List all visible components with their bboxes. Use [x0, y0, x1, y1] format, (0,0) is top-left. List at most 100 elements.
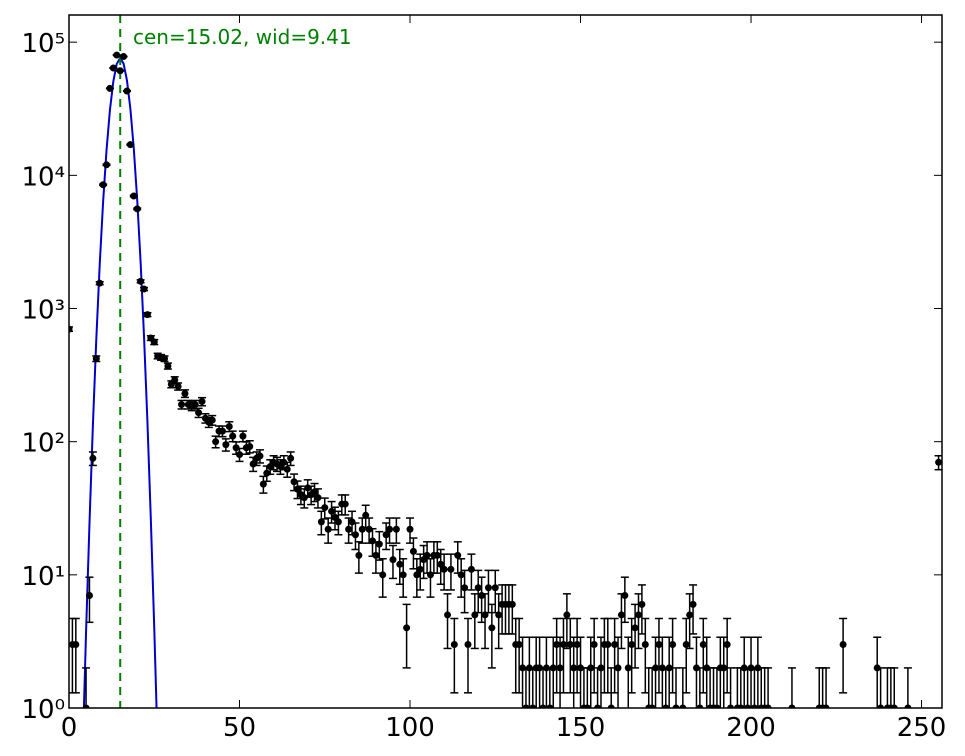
x-tick-label: 200	[726, 713, 776, 743]
data-point	[641, 640, 649, 648]
data-point	[788, 704, 796, 708]
data-point	[321, 504, 329, 512]
data-point	[696, 704, 704, 708]
data-point	[662, 704, 670, 708]
data-point	[287, 454, 295, 462]
data-point	[553, 640, 561, 648]
data-point	[293, 485, 301, 493]
data-point	[389, 556, 397, 564]
axes-frame	[68, 14, 943, 709]
data-point	[904, 704, 912, 708]
data-point	[614, 664, 622, 672]
plot-area	[69, 15, 942, 708]
data-point	[171, 376, 179, 384]
data-point	[164, 362, 172, 370]
data-point	[72, 640, 80, 648]
data-point	[461, 584, 469, 592]
data-point	[345, 525, 353, 533]
data-point	[935, 458, 942, 466]
data-point	[191, 401, 199, 409]
data-point	[283, 465, 291, 473]
data-point	[570, 664, 578, 672]
data-point	[372, 551, 380, 559]
data-point	[737, 704, 745, 708]
data-point	[89, 454, 97, 462]
data-point	[423, 551, 431, 559]
data-point	[103, 161, 111, 169]
data-point	[409, 547, 417, 555]
data-point	[454, 551, 462, 559]
data-point	[304, 484, 312, 492]
data-point	[137, 277, 145, 285]
data-point	[212, 438, 220, 446]
data-point	[686, 611, 694, 619]
data-point	[259, 480, 267, 488]
data-point	[508, 600, 516, 608]
data-point	[491, 584, 499, 592]
data-point	[890, 704, 898, 708]
data-point	[239, 432, 247, 440]
data-point	[750, 704, 758, 708]
data-point	[679, 704, 687, 708]
data-point	[467, 565, 475, 573]
data-point	[178, 401, 186, 409]
data-point	[437, 560, 445, 568]
data-point	[379, 571, 387, 579]
data-point	[256, 452, 264, 460]
data-point	[392, 525, 400, 533]
data-point	[611, 640, 619, 648]
data-point	[433, 551, 441, 559]
y-tick-label: 10⁴	[21, 162, 65, 192]
data-point	[764, 704, 772, 708]
data-point	[464, 640, 472, 648]
data-point	[92, 355, 100, 363]
data-point	[416, 565, 424, 573]
data-point	[652, 664, 660, 672]
data-point	[478, 591, 486, 599]
y-tick-label: 10³	[21, 296, 65, 326]
data-point	[631, 624, 639, 632]
data-point	[590, 640, 598, 648]
data-point	[484, 584, 492, 592]
data-point	[440, 565, 448, 573]
data-point	[113, 51, 121, 59]
data-point	[143, 311, 151, 319]
data-point	[369, 537, 377, 545]
data-point	[150, 338, 158, 346]
data-point	[682, 640, 690, 648]
data-point	[123, 87, 131, 95]
data-point	[638, 600, 646, 608]
data-point	[396, 560, 404, 568]
data-point	[362, 511, 370, 519]
y-tick-label: 10⁵	[21, 29, 65, 59]
data-point	[109, 64, 117, 72]
data-point	[727, 704, 735, 708]
data-point	[723, 640, 731, 648]
data-point	[583, 704, 591, 708]
data-point	[822, 704, 830, 708]
data-point	[406, 525, 414, 533]
data-point	[628, 640, 636, 648]
data-point	[573, 640, 581, 648]
data-point	[382, 531, 390, 539]
data-point	[648, 704, 656, 708]
data-point	[839, 640, 847, 648]
data-point	[665, 664, 673, 672]
data-point	[713, 704, 721, 708]
data-point	[634, 611, 642, 619]
data-point	[195, 409, 203, 417]
data-point	[174, 382, 182, 390]
data-point	[549, 664, 557, 672]
data-point	[236, 451, 244, 459]
y-tick-label: 10¹	[21, 562, 65, 592]
y-tick-label: 10²	[21, 429, 65, 459]
data-point	[522, 704, 530, 708]
data-point	[116, 67, 124, 75]
data-point	[624, 664, 632, 672]
data-point	[120, 53, 128, 61]
data-point	[563, 611, 571, 619]
data-point	[604, 640, 612, 648]
x-tick-label: 50	[223, 713, 256, 743]
